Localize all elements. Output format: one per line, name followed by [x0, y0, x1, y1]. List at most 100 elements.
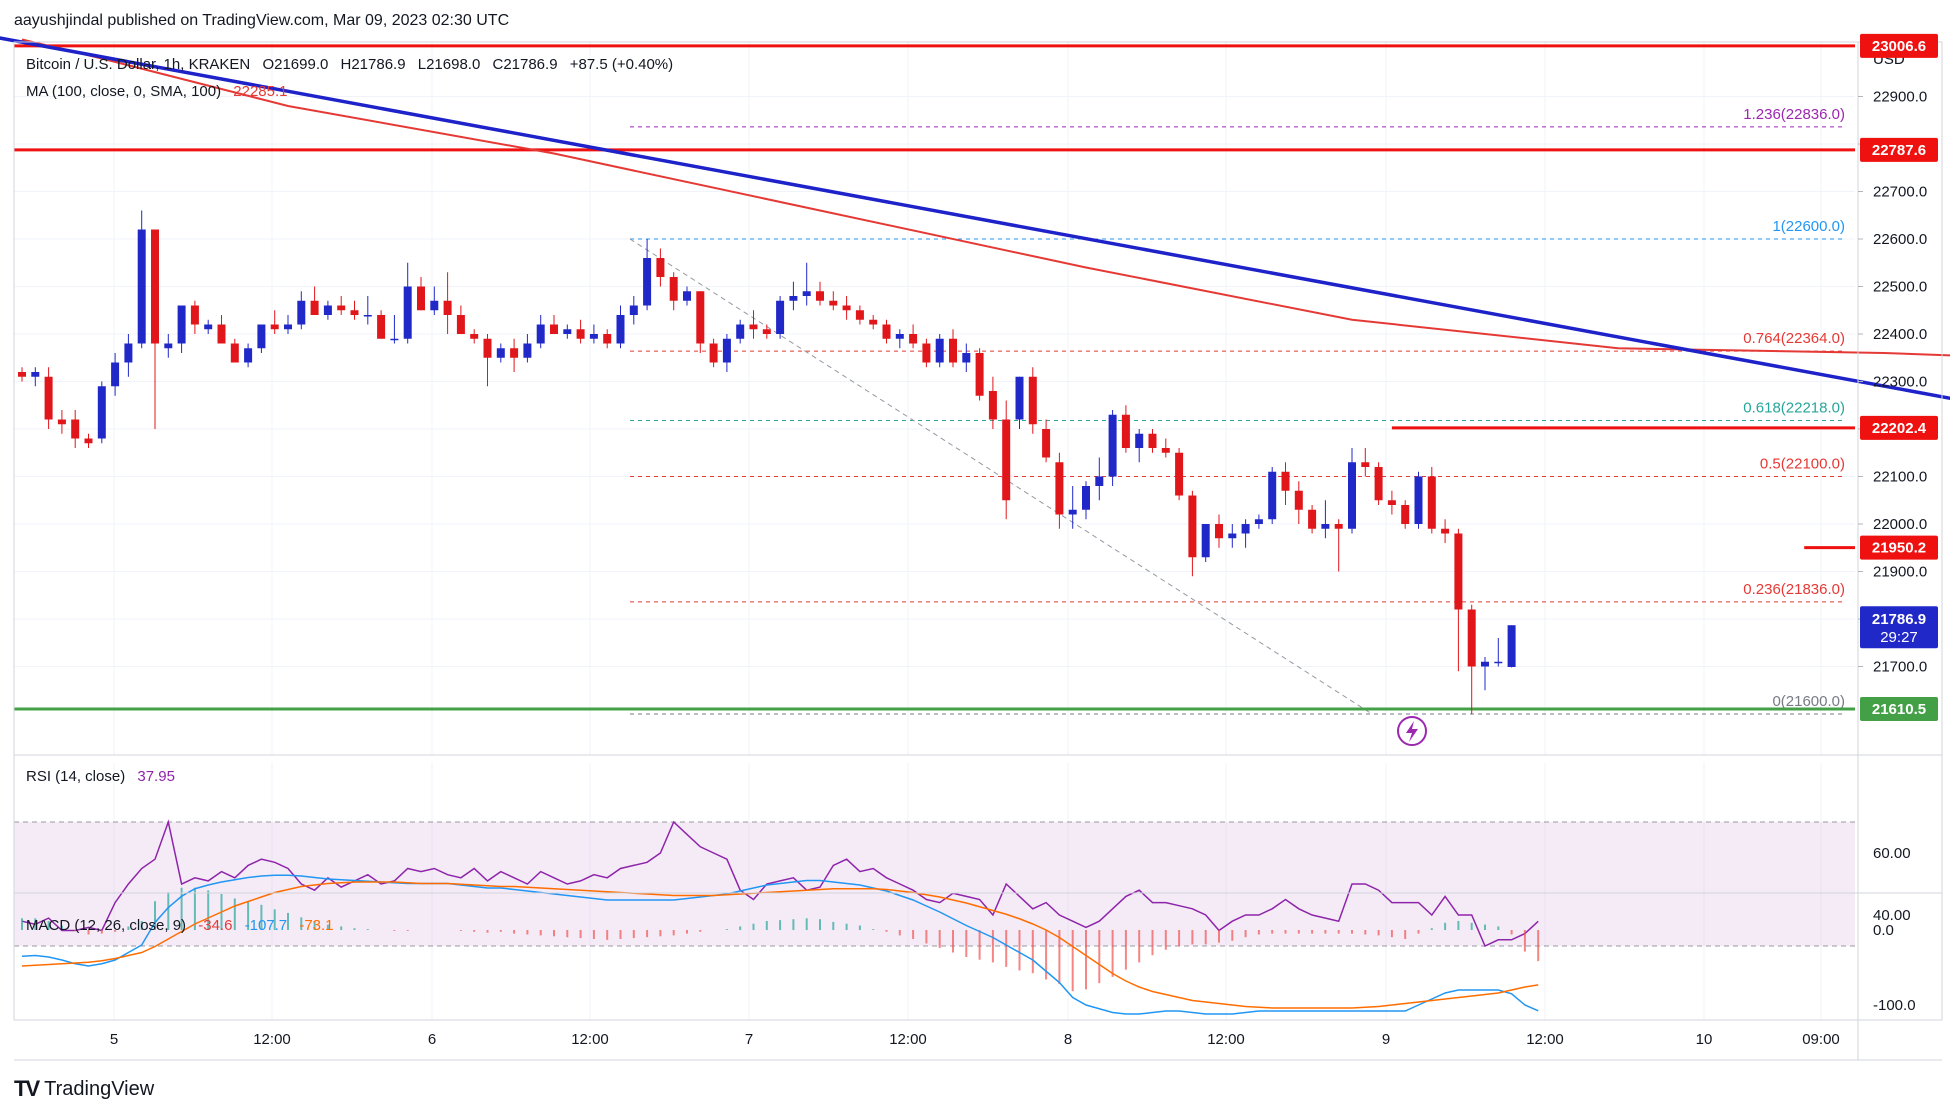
candle-body [842, 305, 851, 311]
rsi-line [21, 819, 1539, 948]
candle-body [190, 305, 199, 325]
candle-body [1281, 471, 1290, 491]
candle-body [257, 324, 266, 349]
candle-body [1308, 509, 1317, 529]
price-tick-label: 22400.0 [1873, 326, 1927, 343]
candle-body [1467, 609, 1476, 667]
candle-body [1427, 476, 1436, 529]
candle-body [895, 334, 904, 339]
svg-text:MACD (12, 26, close, 9): MACD (12, 26, close, 9) -34.6 -107.7 -73… [26, 917, 334, 934]
candle-body [1361, 462, 1370, 467]
candle-body [1135, 433, 1144, 448]
candle-body [1454, 533, 1463, 610]
candle-body [909, 334, 918, 344]
candle-body [456, 315, 465, 334]
macd-pane [21, 874, 1540, 1015]
candle-body [164, 343, 173, 349]
candle-body [390, 338, 399, 341]
tag-resistance-3-bg [1860, 415, 1938, 440]
candle-body [470, 334, 479, 339]
candle-body [230, 343, 239, 363]
candle-body [1414, 476, 1423, 524]
time-label: 12:00 [253, 1031, 291, 1048]
candle-body [217, 324, 226, 344]
candle-body [1148, 433, 1157, 448]
candle-body [137, 229, 146, 344]
candle-body [1334, 524, 1343, 529]
candle-body [669, 277, 678, 301]
candle-body [1374, 467, 1383, 501]
candle-body [696, 291, 705, 344]
fib-levels [629, 126, 1845, 715]
candle-body [1348, 462, 1356, 529]
candle-body [1507, 625, 1516, 667]
fib-label: 0(21600.0) [1772, 693, 1845, 710]
candle-body [323, 305, 332, 315]
candle-body [1401, 505, 1410, 524]
candle-body [430, 300, 439, 311]
tag-resistance-2: 22787.6 [1872, 142, 1926, 159]
candle-body [443, 300, 452, 315]
svg-text:RSI (14, close) 37.95: RSI (14, close) 37.95 [26, 768, 175, 785]
candle-body [44, 376, 53, 420]
candle-body [709, 343, 718, 363]
price-tags: 23006.6 22787.6 22202.4 21950.2 21610.5 21786… [1860, 33, 1938, 722]
fib-label: 1(22600.0) [1772, 218, 1845, 235]
candle-body [510, 348, 519, 358]
chart-frame [13, 41, 1943, 1021]
candle-body [1015, 376, 1024, 420]
rsi-tick-label: 60.00 [1873, 845, 1911, 862]
macd-line-value: -107.7 [245, 917, 288, 934]
candle-body [550, 324, 558, 334]
candle-body [1215, 524, 1223, 539]
candle-body [869, 319, 878, 325]
time-label: 12:00 [571, 1031, 609, 1048]
candle-body [882, 324, 891, 339]
candle-body [683, 291, 691, 301]
candle-body [722, 338, 731, 363]
candle-body [151, 229, 159, 344]
candle-body [377, 315, 386, 339]
macd-label: MACD (12, 26, close, 9) [26, 917, 186, 934]
candle-body [1082, 486, 1090, 510]
candle-body [71, 419, 80, 439]
candle-body [816, 291, 824, 301]
candle-body [496, 348, 505, 358]
tag-last-price: 21786.9 [1872, 611, 1926, 628]
fib-label: 0.236(21836.0) [1743, 581, 1845, 598]
candle-body [589, 334, 598, 339]
candle-body [1241, 524, 1250, 534]
tag-resistance-4: 21950.2 [1872, 540, 1926, 557]
fib-label: 0.764(22364.0) [1743, 330, 1845, 347]
candle-body [284, 324, 292, 330]
fib-label: 1.236(22836.0) [1743, 106, 1845, 123]
tag-resistance-2-bg [1860, 137, 1938, 162]
candle-body [762, 329, 771, 334]
time-label: 6 [428, 1031, 436, 1048]
time-label: 09:00 [1802, 1031, 1840, 1048]
tag-countdown: 29:27 [1880, 629, 1918, 646]
candle-body [1055, 462, 1064, 515]
macd-hist-value: -34.6 [198, 917, 232, 934]
macd-signal-value: -73.1 [299, 917, 333, 934]
candle-body [1268, 471, 1277, 520]
tv-logo-icon: TV [14, 1076, 40, 1101]
candle-body [244, 348, 253, 363]
svg-text:Bitcoin / U.S. Dollar, 1h, KRA: Bitcoin / U.S. Dollar, 1h, KRAKEN O21699… [26, 56, 673, 73]
candle-body [1175, 452, 1184, 496]
candle-body [1108, 414, 1117, 477]
candle-body [935, 338, 944, 363]
candle-body [1201, 524, 1210, 558]
candle-body [363, 315, 372, 317]
time-label: 7 [745, 1031, 753, 1048]
fib-labels: 1.236(22836.0) 1(22600.0) 0.764(22364.0) 0.… [1743, 106, 1845, 710]
price-tick-label: 22900.0 [1873, 89, 1927, 106]
candle-body [829, 300, 838, 306]
candle-body [417, 286, 425, 311]
fib-label: 0.5(22100.0) [1760, 456, 1845, 473]
macd-tick-label: 0.0 [1873, 922, 1894, 939]
legends: Bitcoin / U.S. Dollar, 1h, KRAKEN O21699… [26, 56, 673, 934]
candle-body [962, 353, 971, 363]
time-label: 12:00 [1207, 1031, 1245, 1048]
candle-body [988, 391, 997, 420]
